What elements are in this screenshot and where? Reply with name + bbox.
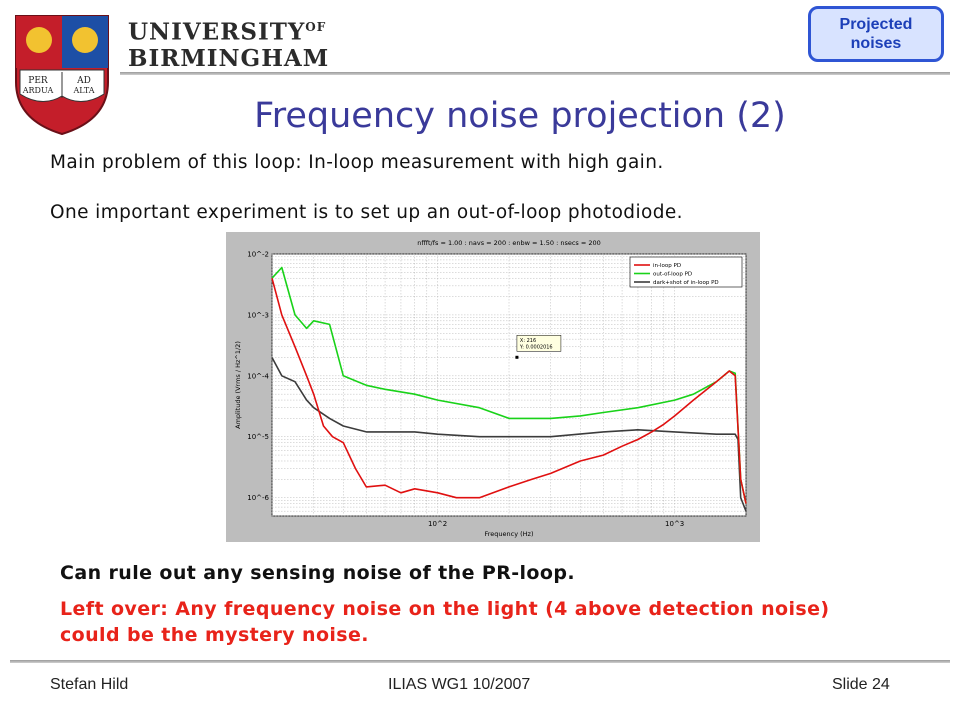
y-tick-label: 10^-5: [247, 433, 269, 441]
series-line-0: [271, 277, 747, 504]
footer-meeting: ILIAS WG1 10/2007: [388, 676, 531, 693]
university-of: OF: [305, 20, 327, 34]
university-crest-logo: PER AD ARDUA ALTA: [15, 15, 109, 136]
projected-noises-badge[interactable]: Projected noises: [808, 6, 944, 62]
university-line2: BIRMINGHAM: [128, 44, 330, 72]
header-divider: [120, 72, 950, 75]
annotation-marker: [515, 355, 519, 359]
university-line1: UNIVERSITY: [128, 18, 306, 46]
x-tick-label: 10^3: [665, 520, 684, 528]
bullet-frequency-noise: Left over: Any frequency noise on the li…: [60, 598, 830, 646]
chart-title: nffft/fs = 1.00 : navs = 200 : enbw = 1.…: [417, 239, 601, 247]
legend-label-0: in-loop PD: [653, 263, 681, 269]
crest-text-ad: AD: [76, 76, 91, 86]
footer-divider: [10, 660, 950, 663]
footer-slide-number: Slide 24: [832, 676, 890, 693]
plot-area: [271, 253, 747, 517]
annotation-y-text: Y: 0.0002016: [519, 344, 553, 350]
x-tick-label: 10^2: [428, 520, 447, 528]
legend-label-1: out-of-loop PD: [653, 272, 692, 278]
y-axis-label: Amplitude (Vrms / Hz^1/2): [234, 341, 242, 429]
legend-label-2: dark+shot of in-loop PD: [653, 280, 719, 286]
series-line-2: [271, 357, 747, 512]
noise-spectrum-chart: 10^2 10^3 10^-2 10^-3 10^-4 10^-5 10^-6 nffft/f…: [234, 239, 747, 538]
crest-text-ardua: ARDUA: [22, 86, 54, 95]
footer-author: Stefan Hild: [50, 676, 129, 693]
y-tick-label: 10^-2: [247, 251, 269, 259]
body-line-2: One important experiment is to set up an…: [50, 202, 683, 223]
noise-spectrum-figure: 10^2 10^3 10^-2 10^-3 10^-4 10^-5 10^-6 nffft/f…: [226, 232, 760, 542]
y-tick-label: 10^-6: [247, 494, 269, 502]
bullet-sensing-noise: Can rule out any sensing noise of the PR…: [60, 562, 575, 584]
y-tick-label: 10^-3: [247, 311, 269, 319]
annotation-box: [516, 335, 562, 352]
crest-text-per: PER: [28, 76, 48, 86]
body-line-1: Main problem of this loop: In-loop measu…: [50, 152, 664, 173]
y-tick-label: 10^-4: [247, 372, 269, 380]
x-axis-label: Frequency (Hz): [484, 530, 533, 538]
slide-title: Frequency noise projection (2): [254, 96, 786, 136]
crest-text-alta: ALTA: [72, 86, 94, 95]
annotation-x-text: X: 216: [520, 338, 536, 344]
university-name: UNIVERSITYOF BIRMINGHAM: [128, 14, 329, 72]
